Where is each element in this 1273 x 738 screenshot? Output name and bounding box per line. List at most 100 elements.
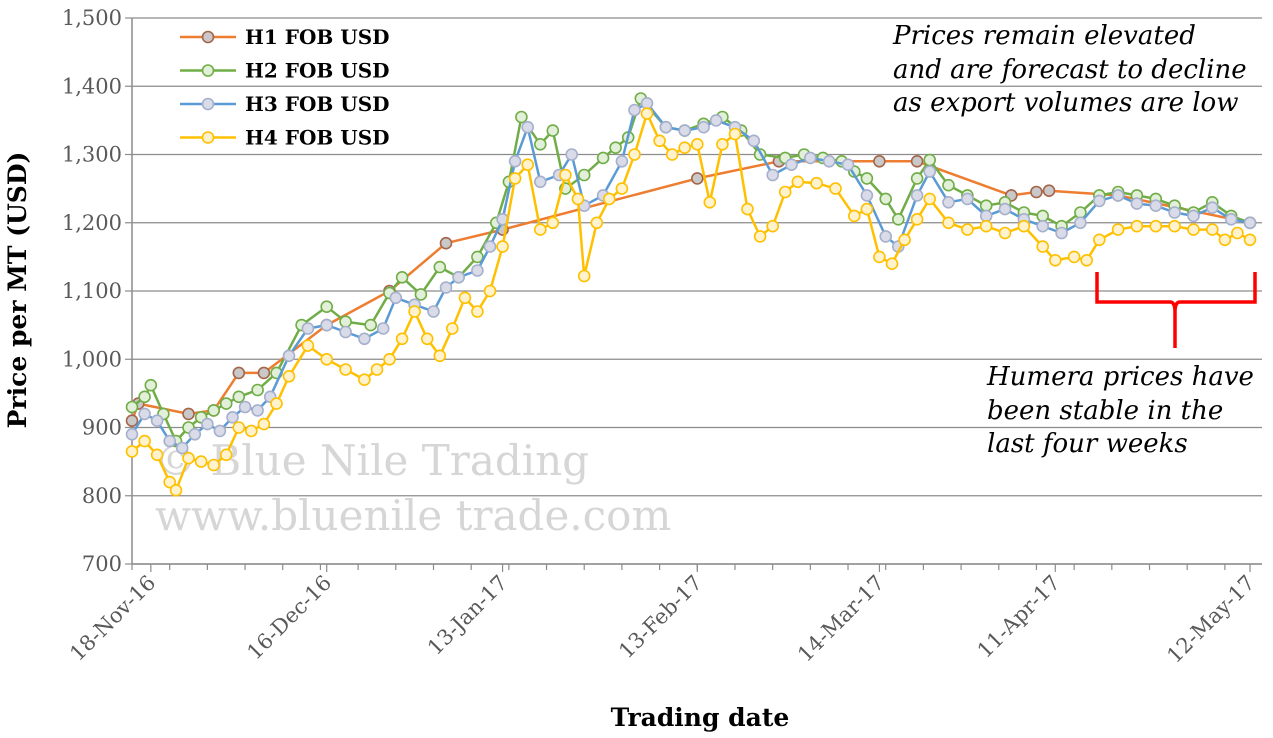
data-point (979, 199, 993, 212)
data-point (728, 127, 742, 141)
data-point (219, 397, 233, 410)
data-point (138, 407, 151, 421)
data-point (860, 189, 874, 202)
annotation-2-line-3: last four weeks (987, 429, 1188, 459)
data-point (810, 176, 823, 190)
data-point (961, 192, 974, 206)
data-point (678, 141, 692, 154)
data-point (301, 322, 315, 335)
series-3 (125, 97, 1257, 455)
data-point (659, 120, 673, 134)
data-point (370, 363, 384, 376)
data-point (577, 269, 591, 283)
data-point (125, 445, 139, 458)
data-point (690, 138, 704, 151)
legend-label: H2 FOB USD (245, 59, 390, 83)
data-point (998, 202, 1012, 216)
annotation-humera-stable: Humera prices have been stable in the la… (986, 362, 1254, 459)
data-point (207, 404, 220, 417)
data-point (1093, 194, 1106, 208)
data-point (471, 305, 484, 318)
data-point (891, 213, 905, 226)
data-point (339, 325, 352, 339)
red-brace (1095, 272, 1257, 348)
data-point (703, 196, 717, 209)
data-point (433, 349, 447, 363)
data-point (1074, 216, 1087, 230)
data-point (942, 216, 955, 230)
data-point (282, 369, 296, 383)
x-tick-label: 14-Mar-17 (793, 571, 889, 667)
data-point (923, 165, 937, 178)
data-point (923, 192, 937, 206)
data-point (320, 318, 334, 332)
data-point (496, 240, 509, 253)
y-tick-label: 800 (82, 484, 122, 508)
data-point (521, 120, 535, 134)
legend-item: H3 FOB USD (180, 92, 390, 116)
data-point (898, 233, 911, 247)
data-point (803, 151, 817, 165)
data-point (879, 230, 893, 243)
data-point (138, 434, 151, 448)
data-point (1206, 201, 1219, 214)
data-point (546, 216, 560, 230)
data-point (226, 410, 239, 424)
data-point (1168, 219, 1181, 233)
data-point (709, 114, 723, 127)
data-point (628, 148, 641, 161)
data-point (1149, 199, 1163, 212)
annotation-2-line-2: been stable in the (987, 396, 1223, 426)
data-point (961, 223, 974, 236)
data-point (533, 175, 547, 189)
legend-label: H3 FOB USD (245, 92, 390, 116)
gridlines (132, 17, 1262, 565)
annotation-1-line-3: as export volumes are low (893, 88, 1238, 118)
data-point (364, 318, 378, 332)
data-point (376, 322, 390, 335)
data-point (257, 366, 271, 380)
data-point (1243, 216, 1257, 230)
data-point (1042, 184, 1056, 197)
y-axis-title: Price per MT (USD) (3, 152, 32, 429)
data-point (232, 366, 246, 380)
x-tick-label: 13-Feb-17 (614, 571, 707, 664)
data-point (577, 168, 591, 182)
legend-label: H4 FOB USD (245, 126, 390, 150)
data-point (1130, 197, 1144, 210)
data-point (339, 315, 352, 329)
data-point (873, 250, 886, 264)
data-point (653, 134, 666, 148)
legend-swatch-marker (201, 64, 215, 77)
data-point (358, 332, 371, 346)
data-point (320, 352, 334, 366)
data-point (609, 141, 622, 154)
x-tick-label: 13-Jan-17 (423, 571, 512, 660)
legend-label: H1 FOB USD (245, 25, 390, 49)
data-point (339, 363, 352, 376)
data-point (175, 441, 189, 455)
data-point (1017, 219, 1031, 233)
legend: H1 FOB USD H2 FOB USD H3 FOB USD H4 FOB USD (180, 25, 390, 150)
legend-item: H1 FOB USD (180, 25, 390, 49)
legend-item: H2 FOB USD (180, 59, 390, 83)
data-point (445, 322, 459, 335)
data-point (483, 284, 497, 298)
data-point (665, 148, 679, 161)
data-point (590, 216, 604, 230)
watermark-line-2: www.bluenile trade.com (155, 491, 671, 540)
data-point (471, 250, 484, 264)
data-point (753, 230, 767, 243)
data-point (1036, 219, 1049, 233)
data-point (1187, 209, 1200, 223)
data-point (1243, 233, 1257, 247)
data-point (245, 424, 258, 438)
data-point (182, 451, 195, 465)
data-point (640, 107, 654, 120)
data-point (559, 168, 572, 182)
data-point (1074, 206, 1087, 219)
data-point (923, 153, 937, 167)
data-point (1036, 240, 1049, 253)
y-tick-label: 1,300 (62, 143, 122, 167)
data-point (766, 219, 780, 233)
